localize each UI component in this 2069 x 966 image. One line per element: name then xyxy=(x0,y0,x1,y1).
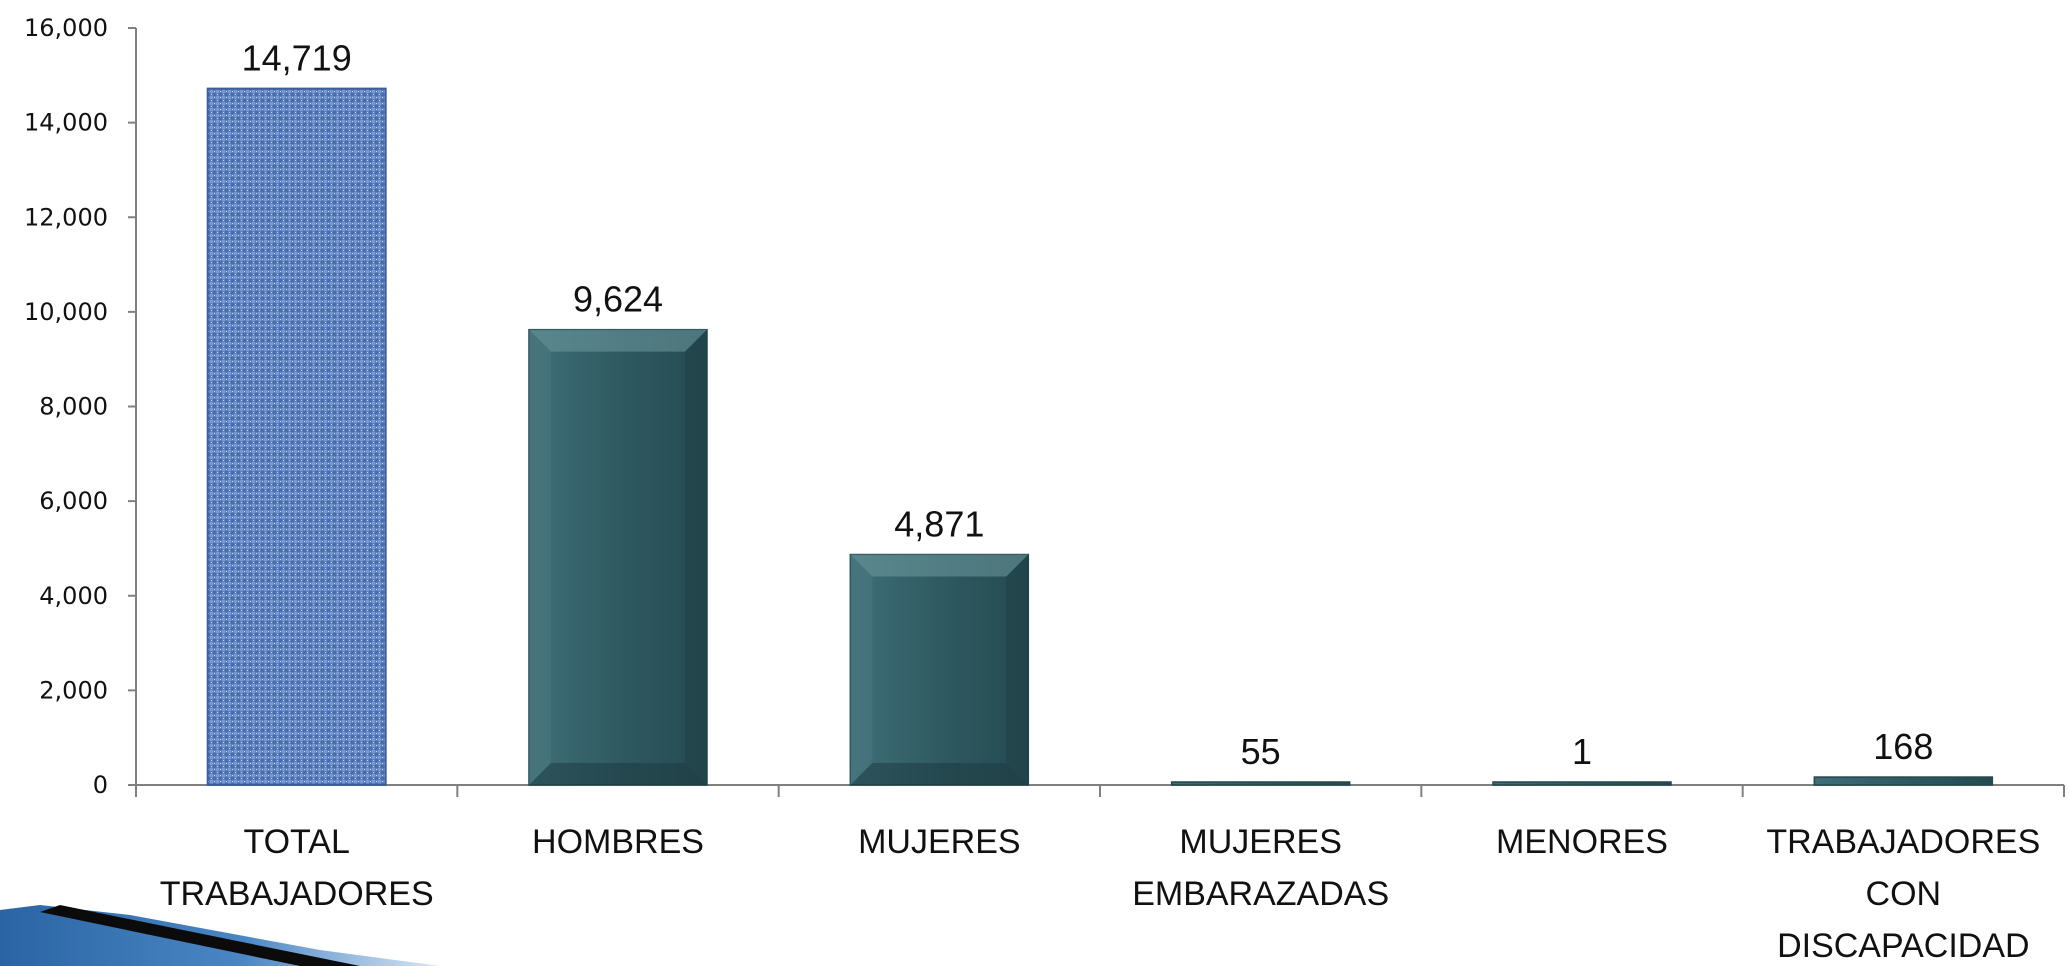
y-tick-label: 4,000 xyxy=(39,582,108,610)
y-tick-label: 2,000 xyxy=(39,676,108,704)
data-label: 168 xyxy=(1873,726,1933,767)
bar-body xyxy=(849,553,1030,786)
y-tick-label: 16,000 xyxy=(24,14,108,42)
y-tick-label: 0 xyxy=(93,771,108,799)
category-label: DISCAPACIDAD xyxy=(1777,927,2030,965)
category-label: MENORES xyxy=(1496,823,1668,861)
bar-body xyxy=(1170,781,1351,786)
y-tick-label: 6,000 xyxy=(39,487,108,515)
category-label: TOTAL xyxy=(243,823,349,861)
category-label: EMBARAZADAS xyxy=(1132,875,1389,913)
bar-bevel-left xyxy=(529,329,551,785)
y-tick-label: 10,000 xyxy=(24,298,108,326)
data-label: 1 xyxy=(1572,731,1592,772)
y-tick-label: 14,000 xyxy=(24,109,108,137)
bar-bevel-right xyxy=(1006,554,1029,785)
bar-bevel-top xyxy=(529,329,707,352)
y-tick-label: 8,000 xyxy=(39,393,108,421)
bar-3 xyxy=(1170,781,1351,786)
bar-body xyxy=(1813,776,1994,786)
bar-total-trabajadores xyxy=(206,87,387,787)
bar-bevel-left xyxy=(850,554,873,785)
bar-2 xyxy=(849,553,1030,786)
bar-1 xyxy=(528,328,708,786)
y-tick-label: 12,000 xyxy=(24,203,108,231)
data-labels: 14,719 9,624 4,871 55 1 168 xyxy=(242,38,1934,772)
category-label: TRABAJADORES xyxy=(1766,823,2040,861)
y-axis: 0 2,000 4,000 6,000 8,000 10,000 12,000 14,000 1… xyxy=(24,14,137,799)
corner-swoosh-shadow xyxy=(40,905,360,966)
bar-body xyxy=(1492,781,1672,786)
category-label: CON xyxy=(1866,875,1942,913)
category-label: TRABAJADORES xyxy=(160,875,434,913)
corner-decoration xyxy=(0,905,440,966)
bar-body xyxy=(528,328,708,786)
category-label: MUJERES xyxy=(858,823,1020,861)
x-axis xyxy=(135,784,2065,797)
data-label: 4,871 xyxy=(894,504,984,545)
category-label: MUJERES xyxy=(1179,823,1341,861)
bar-bevel-bottom xyxy=(529,763,707,785)
bars xyxy=(206,87,1994,787)
bar-bevel-bottom xyxy=(850,763,1029,785)
category-labels: TOTAL TRABAJADORES HOMBRES MUJERES MUJERES EM… xyxy=(160,823,2041,965)
category-label: HOMBRES xyxy=(532,823,704,861)
data-label: 9,624 xyxy=(573,279,663,320)
data-label: 14,719 xyxy=(242,38,352,79)
bar-bevel-right xyxy=(685,329,707,785)
bar-5 xyxy=(1813,776,1994,786)
bar-bevel-top xyxy=(850,554,1029,577)
data-label: 55 xyxy=(1241,731,1281,772)
bar-4 xyxy=(1492,781,1672,786)
